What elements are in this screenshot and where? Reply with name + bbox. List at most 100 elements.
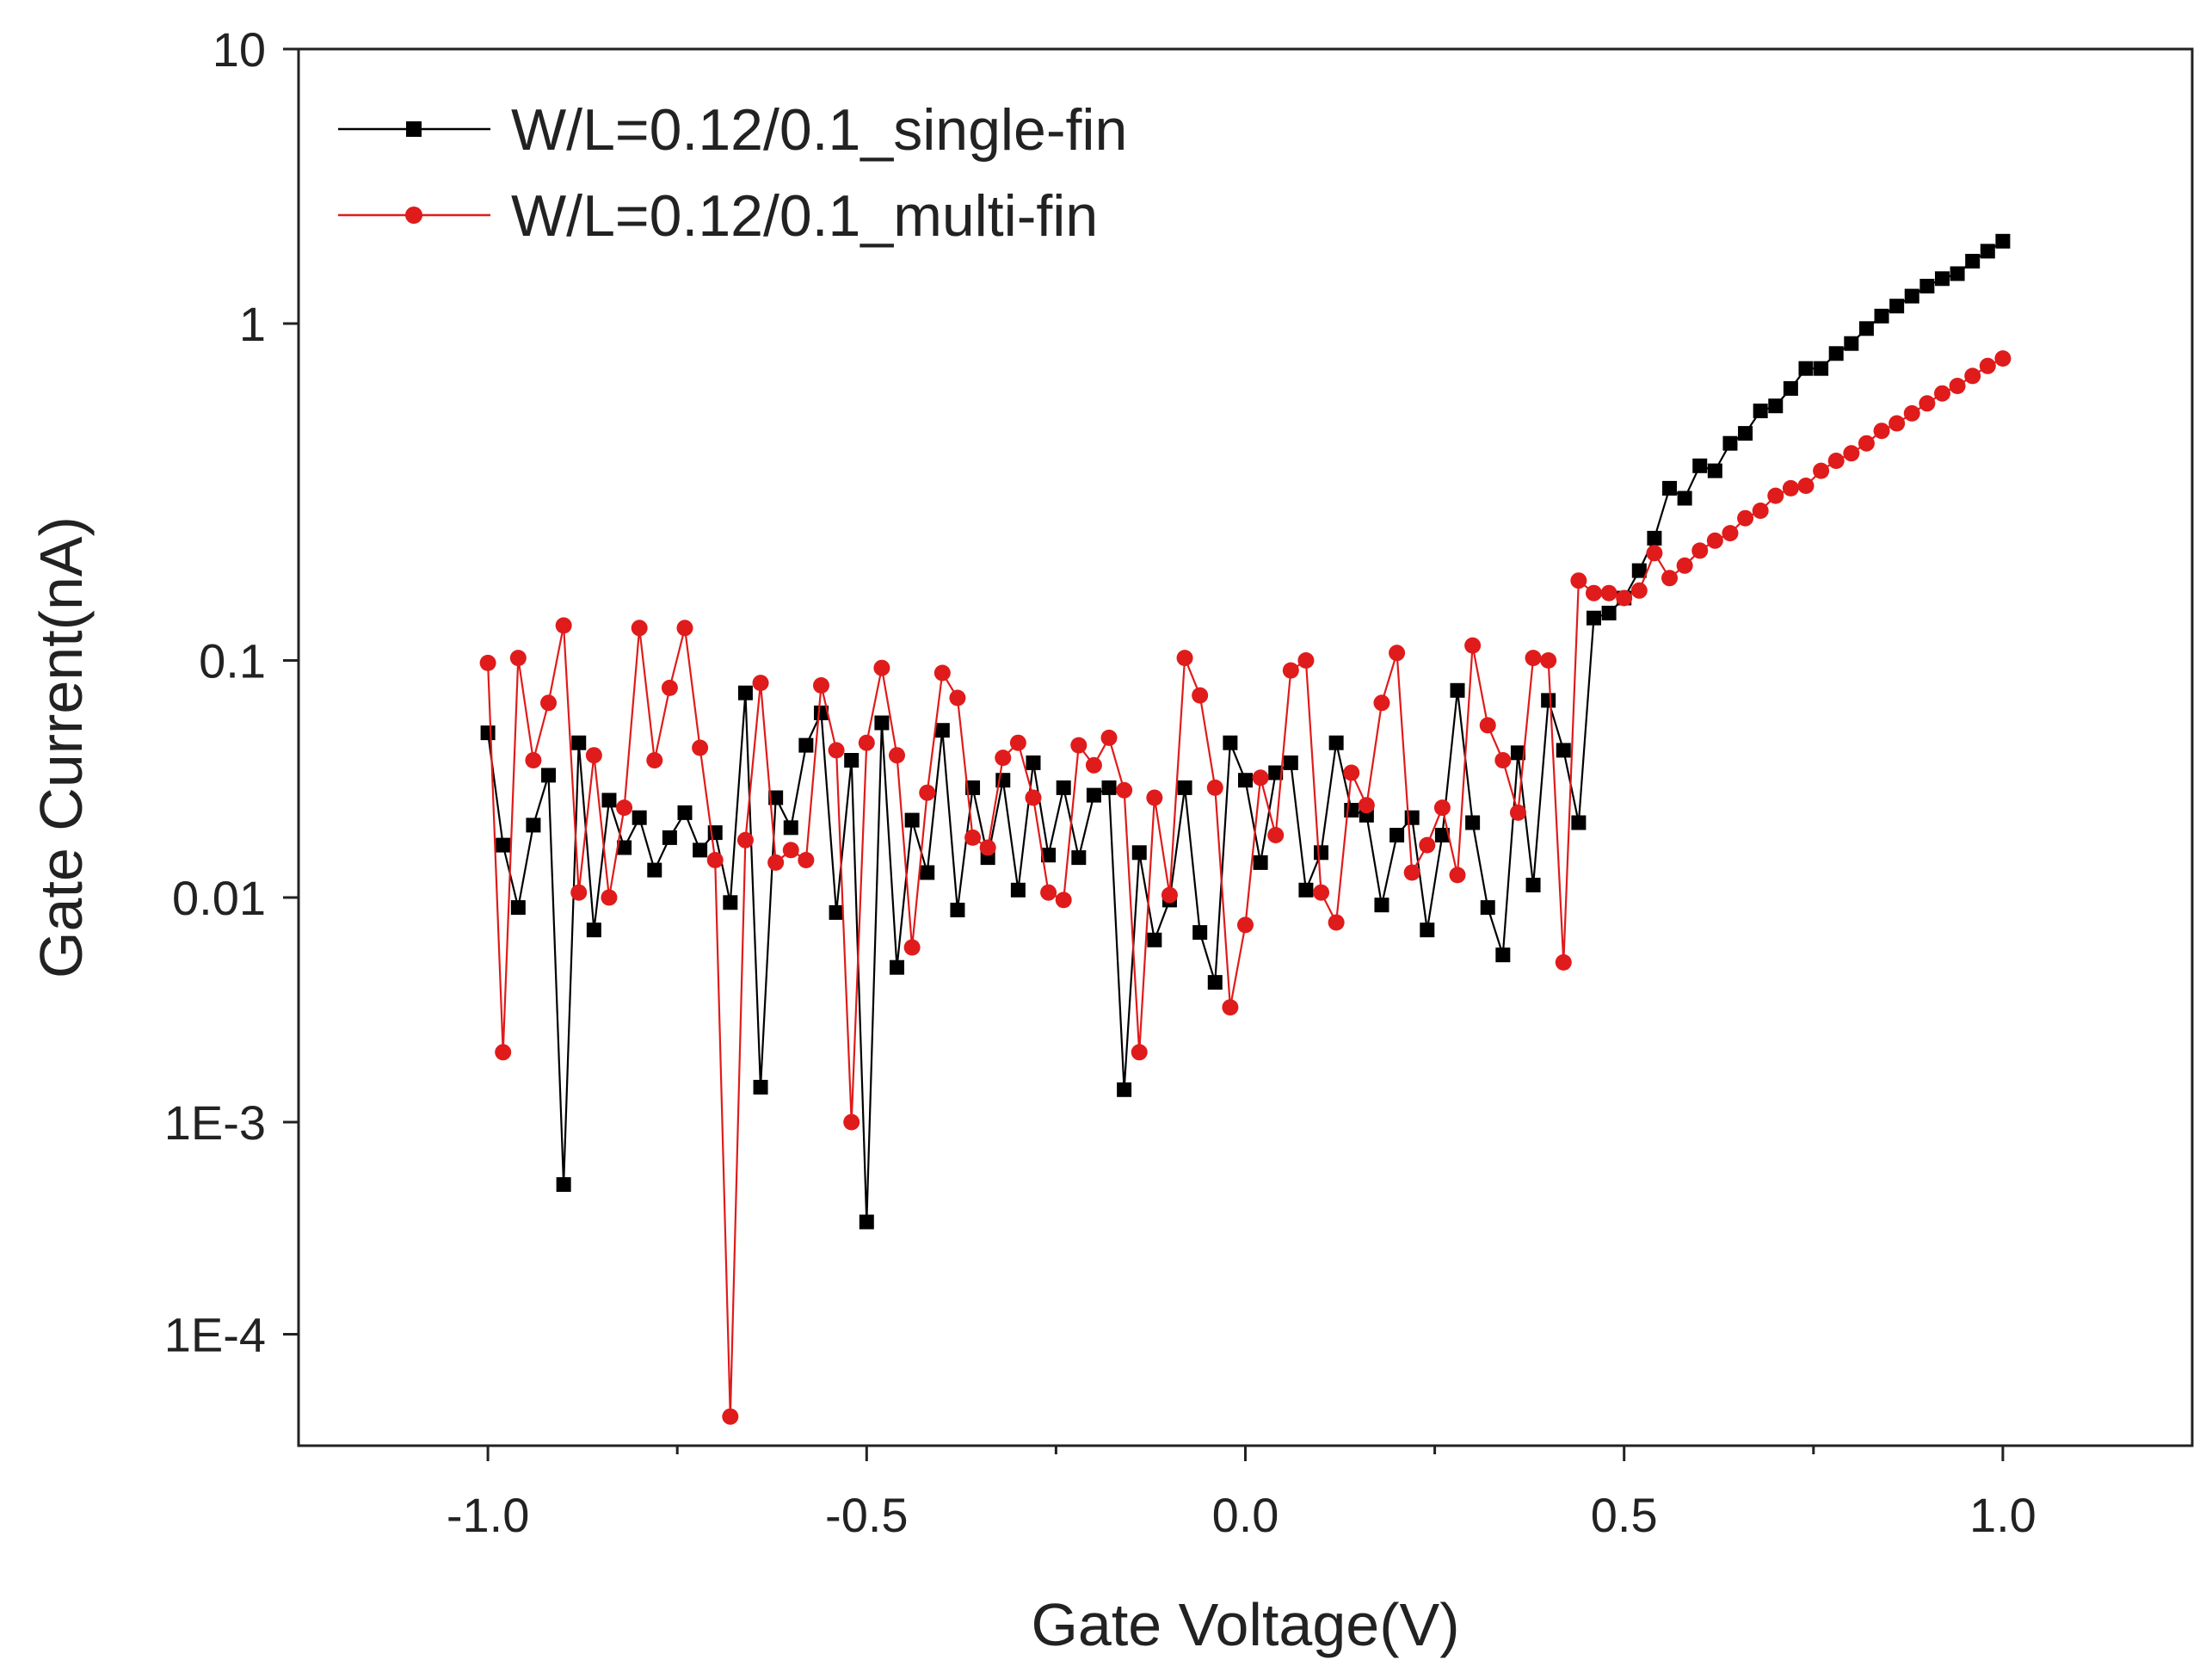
data-point [1570,572,1587,589]
data-point [933,664,951,682]
data-point [479,654,496,671]
data-point [1117,1082,1132,1097]
data-point [1313,884,1330,901]
data-point [1889,299,1905,314]
data-point [783,820,798,836]
data-point [1041,848,1057,863]
data-point [1662,480,1678,496]
data-point [1783,380,1798,396]
data-point [1752,503,1769,519]
data-point [1814,361,1829,376]
data-point [979,839,996,856]
data-point [1782,479,1799,497]
data-point [540,694,558,712]
data-point [1827,453,1845,469]
data-point [949,689,966,706]
data-point [1874,308,1889,324]
data-point [1995,233,2011,249]
data-point [1525,878,1541,892]
data-point [1298,882,1314,898]
data-point [1464,637,1482,654]
data-point [676,620,693,637]
data-point [1373,694,1390,712]
data-point [1676,557,1693,574]
data-point [782,842,799,859]
data-point [585,747,602,764]
data-point [570,884,588,901]
data-point [541,768,557,783]
x-tick-label: -0.5 [825,1488,909,1542]
data-point [1571,815,1587,830]
data-point [480,725,496,741]
data-point [1056,780,1071,795]
legend: W/L=0.12/0.1_single-fin W/L=0.12/0.1_mult… [338,97,1127,249]
data-point [1434,828,1450,842]
data-point [632,810,647,825]
data-point [767,854,785,871]
data-point [1798,361,1814,376]
data-point [722,1408,739,1425]
data-point [526,817,541,833]
data-point [1934,271,1950,287]
data-point [601,889,618,906]
data-point [1540,652,1557,669]
data-point [1176,650,1193,667]
data-point [662,830,677,845]
data-point [1828,346,1844,361]
data-point [646,752,663,768]
data-point [525,752,542,768]
data-point [496,837,511,853]
data-point [1328,735,1344,750]
data-point [1237,916,1254,934]
data-point [1600,584,1617,602]
data-point [1147,932,1162,947]
legend-marker [405,207,422,224]
data-point [693,842,708,858]
data-point [829,904,844,920]
y-axis-title: Gate Current(nA) [28,516,95,978]
data-point [1146,789,1163,806]
data-point [1616,589,1633,607]
y-tick-label: 10 [213,22,266,77]
data-point [798,852,815,868]
data-point [1343,764,1360,781]
data-point [706,852,724,868]
data-point [601,793,617,808]
data-point [1040,884,1057,901]
data-point [616,799,633,817]
data-point [1661,570,1679,587]
data-point [1374,898,1389,913]
data-point [1630,582,1648,599]
data-point [1131,845,1147,861]
data-point [1282,662,1299,679]
y-tick-label: 0.1 [199,634,266,688]
data-point [1767,487,1784,504]
data-point [1509,804,1526,821]
data-point [1192,925,1208,941]
data-point [859,1214,874,1230]
data-point [1904,288,1919,304]
x-tick-label: 0.0 [1212,1488,1279,1542]
legend-marker [406,121,422,137]
y-tick-label: 1 [239,297,266,351]
data-point [1691,542,1709,559]
data-point [677,805,693,820]
data-point [1631,563,1647,578]
data-point [647,862,662,878]
data-point [1055,892,1072,909]
data-point [874,715,890,731]
data-point [1071,850,1087,866]
data-point [510,900,526,916]
x-tick-label: 0.5 [1591,1488,1658,1542]
data-point [1646,545,1663,562]
series-1 [480,233,2011,1230]
x-axis-title: Gate Voltage(V) [1031,1591,1459,1658]
data-point [890,959,905,975]
data-point [556,1177,571,1192]
data-point [965,780,981,795]
data-point [737,685,753,700]
data-point [1116,781,1133,799]
data-point [798,737,814,753]
